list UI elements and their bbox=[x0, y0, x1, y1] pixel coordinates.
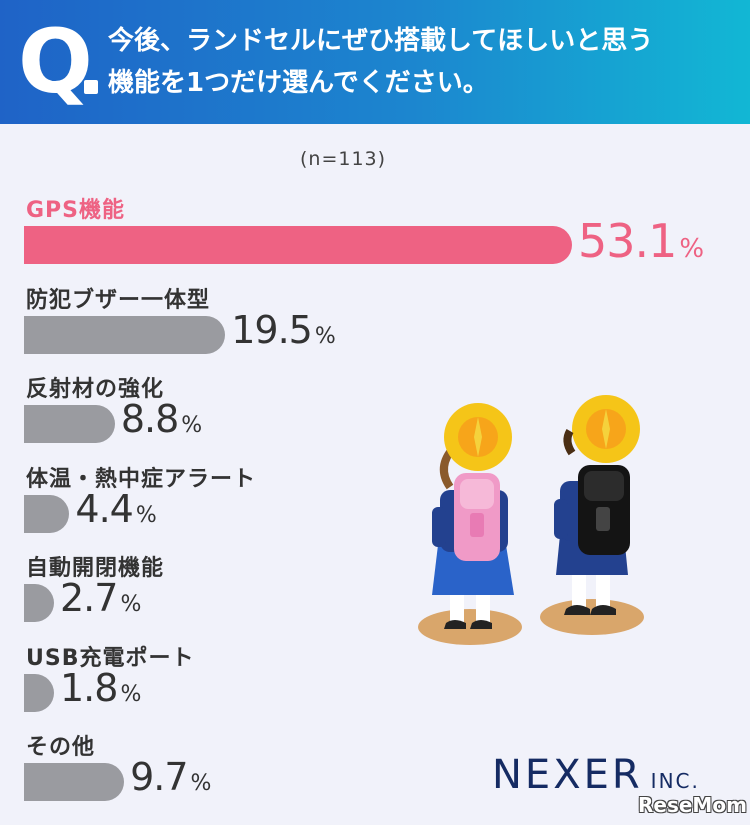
value-label: 2.7% bbox=[60, 576, 141, 620]
percent-sign: % bbox=[314, 323, 336, 349]
question-line-1: 今後、ランドセルにぜひ搭載してほしいと思う bbox=[108, 26, 654, 56]
category-label: USB充電ポート bbox=[26, 645, 195, 671]
percent-sign: % bbox=[120, 592, 141, 617]
bar bbox=[24, 763, 125, 801]
value-label: 19.5% bbox=[231, 307, 336, 352]
value-number: 53.1 bbox=[578, 214, 677, 268]
value-number: 8.8 bbox=[120, 397, 179, 441]
q-mark: Q bbox=[18, 10, 93, 113]
value-label: 53.1% bbox=[578, 214, 704, 268]
sample-size-note: (n=113) bbox=[300, 148, 387, 170]
percent-sign: % bbox=[679, 234, 704, 264]
question-text: 今後、ランドセルにぜひ搭載してほしいと思う 機能を1つだけ選んでください。 bbox=[108, 20, 744, 104]
value-number: 4.4 bbox=[75, 486, 133, 531]
q-dot bbox=[84, 80, 98, 94]
bar bbox=[24, 673, 54, 712]
value-number: 19.5 bbox=[231, 307, 313, 352]
value-label: 4.4% bbox=[75, 486, 157, 531]
nexer-logo: NEXER INC. bbox=[492, 752, 700, 798]
category-label: 自動開閉機能 bbox=[26, 556, 165, 581]
question-line-2: 機能を1つだけ選んでください。 bbox=[108, 68, 489, 98]
value-label: 8.8% bbox=[120, 397, 202, 441]
category-label: GPS機能 bbox=[26, 198, 126, 223]
category-label: 防犯ブザー一体型 bbox=[26, 287, 211, 313]
value-number: 1.8 bbox=[60, 665, 118, 710]
schoolchildren-illustration bbox=[418, 395, 644, 645]
resemom-watermark: ReseMom bbox=[638, 793, 747, 817]
value-number: 9.7 bbox=[130, 755, 188, 799]
category-label: 反射材の強化 bbox=[26, 377, 165, 402]
value-label: 1.8% bbox=[60, 665, 141, 710]
category-label: 体温・熱中症アラート bbox=[26, 466, 257, 492]
percent-sign: % bbox=[181, 413, 202, 438]
value-label: 9.7% bbox=[130, 755, 212, 799]
bar bbox=[24, 226, 572, 264]
percent-sign: % bbox=[190, 771, 212, 796]
percent-sign: % bbox=[120, 681, 141, 707]
bar bbox=[24, 494, 70, 533]
category-label: その他 bbox=[26, 735, 96, 760]
bar bbox=[24, 584, 54, 622]
header-banner: Q 今後、ランドセルにぜひ搭載してほしいと思う 機能を1つだけ選んでください。 bbox=[0, 0, 750, 124]
value-number: 2.7 bbox=[60, 576, 118, 620]
bar bbox=[24, 405, 115, 443]
bar bbox=[24, 315, 226, 354]
company-suffix: INC. bbox=[650, 769, 700, 793]
company-name: NEXER bbox=[492, 752, 643, 798]
percent-sign: % bbox=[135, 502, 157, 528]
